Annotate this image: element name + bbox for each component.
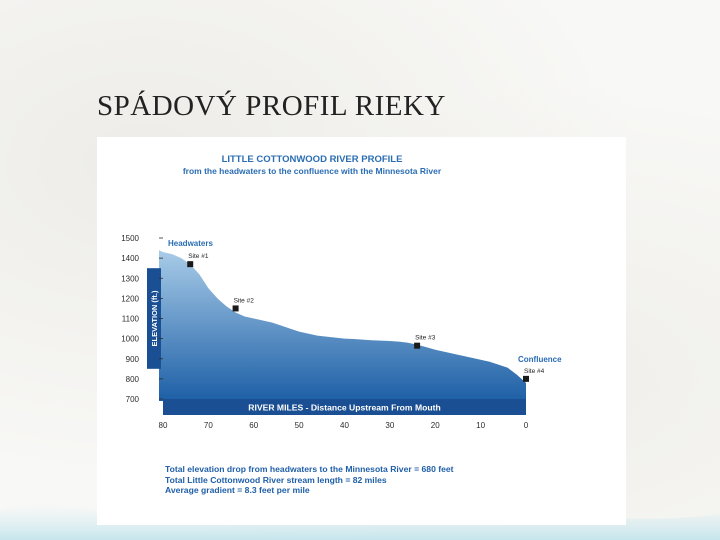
x-tick-label: 80 [159, 421, 168, 430]
elevation-profile-chart: RIVER MILES - Distance Upstream From Mou… [121, 234, 562, 430]
site-label: Site #4 [524, 368, 545, 375]
x-axis-label: RIVER MILES - Distance Upstream From Mou… [248, 403, 440, 413]
y-tick-label: 900 [126, 355, 140, 364]
site-label: Site #1 [188, 253, 209, 260]
chart-notes: Total elevation drop from headwaters to … [165, 464, 454, 496]
site-label: Site #3 [415, 335, 436, 342]
headwaters-label: Headwaters [168, 239, 213, 248]
y-tick-label: 800 [126, 375, 140, 384]
y-tick-label: 1200 [121, 294, 139, 303]
note-elevation-drop: Total elevation drop from headwaters to … [165, 464, 454, 474]
y-axis-band [147, 268, 161, 369]
slide-title: SPÁDOVÝ PROFIL RIEKY [97, 90, 446, 122]
site-marker [187, 261, 194, 268]
x-tick-label: 60 [249, 421, 258, 430]
elevation-area [159, 250, 526, 401]
x-tick-label: 30 [385, 421, 394, 430]
river-profile-figure: LITTLE COTTONWOOD RIVER PROFILE from the… [97, 137, 626, 525]
x-axis-band [163, 399, 526, 415]
y-tick-label: 1400 [121, 254, 139, 263]
y-axis-label: ELEVATION (ft.) [150, 290, 159, 346]
y-tick-label: 1500 [121, 234, 139, 243]
note-stream-length: Total Little Cottonwood River stream len… [165, 474, 387, 485]
site-label: Site #2 [234, 297, 255, 304]
x-tick-label: 0 [524, 421, 529, 430]
site-marker [414, 342, 421, 349]
site-marker [232, 305, 239, 312]
site-marker [523, 375, 529, 382]
x-tick-label: 20 [431, 421, 440, 430]
y-tick-label: 1000 [121, 335, 139, 344]
y-tick-label: 1100 [122, 315, 140, 324]
y-tick-label: 1300 [121, 274, 139, 283]
x-tick-label: 40 [340, 421, 349, 430]
x-tick-label: 10 [476, 421, 485, 430]
y-tick-label: 700 [126, 395, 140, 404]
x-tick-label: 50 [295, 421, 304, 430]
x-tick-label: 70 [204, 421, 213, 430]
chart-title: LITTLE COTTONWOOD RIVER PROFILE [221, 154, 403, 165]
note-average-gradient: Average gradient = 8.3 feet per mile [165, 485, 310, 495]
confluence-label: Confluence [518, 355, 562, 364]
chart-subtitle: from the headwaters to the confluence wi… [182, 166, 442, 176]
